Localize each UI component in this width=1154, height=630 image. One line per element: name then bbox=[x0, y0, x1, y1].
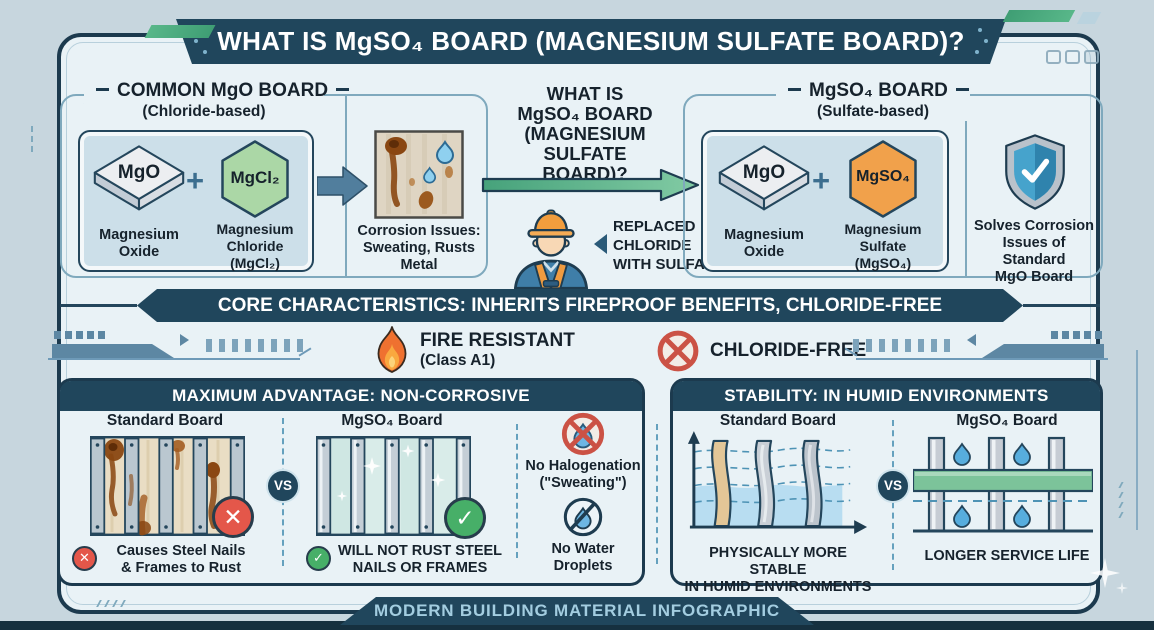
banner-dot bbox=[203, 50, 207, 54]
green-arrow-icon bbox=[481, 168, 700, 202]
mgso4-board-label: MgSO₄ Board bbox=[341, 412, 443, 429]
banner-dot bbox=[984, 39, 988, 43]
green-accent-bar bbox=[144, 25, 216, 38]
mgcl2-caption: Magnesium Chloride (MgCl₂) bbox=[216, 221, 294, 271]
shield-caption: Solves Corrosion Issues of Standard MgO … bbox=[973, 218, 1095, 285]
edge-tick bbox=[31, 146, 33, 152]
chloride-free-label: CHLORIDE-FREE bbox=[710, 340, 867, 361]
x-icon: ✕ bbox=[72, 546, 97, 571]
edge-tick bbox=[1118, 502, 1124, 508]
vs-badge: VS bbox=[876, 469, 910, 503]
mgcl2-label: MgCl₂ bbox=[230, 168, 280, 187]
pointer-triangle-icon bbox=[594, 234, 607, 254]
column-divider-line bbox=[516, 424, 518, 558]
footer-banner: MODERN BUILDING MATERIAL INFOGRAPHIC bbox=[340, 597, 814, 625]
banner-side-line bbox=[1023, 304, 1100, 307]
stability-panel-header: STABILITY: IN HUMID ENVIRONMENTS bbox=[673, 381, 1100, 411]
standard-board-label: Standard Board bbox=[106, 412, 224, 429]
banner-dot bbox=[978, 28, 982, 32]
banner-dot bbox=[975, 50, 979, 54]
core-banner: CORE CHARACTERISTICS: INHERITS FIREPROOF… bbox=[137, 289, 1023, 322]
standard-board-label: Standard Board bbox=[719, 412, 837, 429]
check-icon: ✓ bbox=[306, 546, 331, 571]
window-glyph-icons bbox=[1046, 50, 1106, 66]
edge-tick bbox=[31, 136, 33, 142]
plus-sign: + bbox=[811, 163, 831, 198]
flame-icon bbox=[377, 326, 407, 373]
banner-dot bbox=[194, 39, 198, 43]
check-badge: ✓ bbox=[444, 497, 486, 539]
edge-tick bbox=[31, 126, 33, 132]
stability-standard-caption: PHYSICALLY MORE STABLE IN HUMID ENVIRONM… bbox=[684, 545, 872, 595]
mgo-caption: Magnesium Oxide bbox=[724, 227, 804, 260]
edge-line bbox=[1136, 350, 1138, 530]
fire-resistant-block: FIRE RESISTANT (Class A1) bbox=[420, 330, 575, 370]
advantage-panel-header: MAXIMUM ADVANTAGE: NON-CORROSIVE bbox=[60, 381, 642, 411]
sparkle-icon bbox=[1116, 582, 1128, 594]
mgo-label: MgO bbox=[742, 162, 786, 183]
mgcl2-hexagon-icon bbox=[221, 140, 289, 218]
plus-sign: + bbox=[185, 163, 205, 198]
mgo-diamond-icon bbox=[718, 145, 810, 211]
mgso4-board-label: MgSO₄ Board bbox=[956, 412, 1058, 429]
green-accent-bar bbox=[1002, 10, 1076, 22]
square-bracket-icon bbox=[1084, 50, 1099, 64]
mgo-diamond-icon bbox=[93, 145, 185, 211]
title-banner: WHAT IS MgSO₄ BOARD (MAGNESIUM SULFATE B… bbox=[176, 19, 1006, 64]
no-chloride-icon bbox=[657, 330, 699, 372]
mgso4-caption: Magnesium Sulfate (MgSO₄) bbox=[844, 221, 922, 271]
common-board-subtitle: (Chloride-based) bbox=[142, 103, 266, 120]
fire-resistant-title: FIRE RESISTANT bbox=[420, 330, 575, 351]
panel-divider-line bbox=[656, 424, 658, 564]
no-water-droplets-icon bbox=[563, 497, 603, 537]
tech-decoration-right bbox=[840, 331, 1108, 363]
no-halogenation-caption: No Halogenation ("Sweating") bbox=[525, 458, 641, 491]
arrow-right-icon bbox=[317, 166, 368, 206]
mgso4-norust-caption: WILL NOT RUST STEEL NAILS OR FRAMES bbox=[337, 543, 503, 576]
corrosion-caption: Corrosion Issues: Sweating, Rusts Metal bbox=[357, 223, 481, 273]
edge-tick bbox=[1118, 482, 1124, 488]
mgo-label: MgO bbox=[117, 162, 161, 183]
frame-divider bbox=[965, 96, 967, 276]
accent-slash bbox=[1076, 12, 1102, 24]
x-badge: ✕ bbox=[212, 496, 254, 538]
common-board-title: COMMON MgO BOARD bbox=[88, 80, 328, 102]
stability-mgso4-caption: LONGER SERVICE LIFE bbox=[924, 548, 1090, 564]
page-title: WHAT IS MgSO₄ BOARD (MAGNESIUM SULFATE B… bbox=[217, 26, 965, 56]
corrosion-image bbox=[374, 130, 464, 219]
no-halogenation-icon bbox=[561, 412, 605, 456]
common-board-heading: COMMON MgO BOARD (Chloride-based) bbox=[84, 80, 328, 121]
mgo-caption: Magnesium Oxide bbox=[99, 227, 179, 260]
sulfate-board-subtitle: (Sulfate-based) bbox=[817, 103, 929, 120]
worker-icon bbox=[513, 209, 589, 289]
mgso4-label: MgSO₄ bbox=[856, 168, 910, 185]
mgso4-hexagon-icon bbox=[849, 140, 917, 218]
footer-text: MODERN BUILDING MATERIAL INFOGRAPHIC bbox=[374, 601, 780, 620]
outer-frame-bottom bbox=[0, 621, 1154, 630]
replaced-text: REPLACED CHLORIDE WITH SULFATE bbox=[613, 218, 723, 273]
banner-side-line bbox=[60, 304, 137, 307]
vs-badge: VS bbox=[266, 469, 300, 503]
standard-rust-caption: Causes Steel Nails & Frames to Rust bbox=[116, 543, 246, 576]
no-water-caption: No Water Droplets bbox=[551, 541, 615, 574]
humidity-chart bbox=[687, 431, 868, 534]
shield-check-icon bbox=[1005, 134, 1065, 210]
service-life-diagram bbox=[913, 436, 1093, 533]
square-bracket-icon bbox=[1046, 50, 1061, 64]
square-bracket-icon bbox=[1065, 50, 1080, 64]
fire-resistant-subtitle: (Class A1) bbox=[420, 352, 496, 369]
sulfate-board-title: MgSO₄ BOARD bbox=[780, 80, 966, 102]
core-banner-text: CORE CHARACTERISTICS: INHERITS FIREPROOF… bbox=[217, 295, 943, 316]
tech-decoration-left bbox=[48, 331, 316, 363]
sulfate-board-heading: MgSO₄ BOARD (Sulfate-based) bbox=[776, 80, 970, 121]
edge-tick bbox=[1118, 512, 1124, 518]
edge-tick bbox=[1118, 492, 1124, 498]
